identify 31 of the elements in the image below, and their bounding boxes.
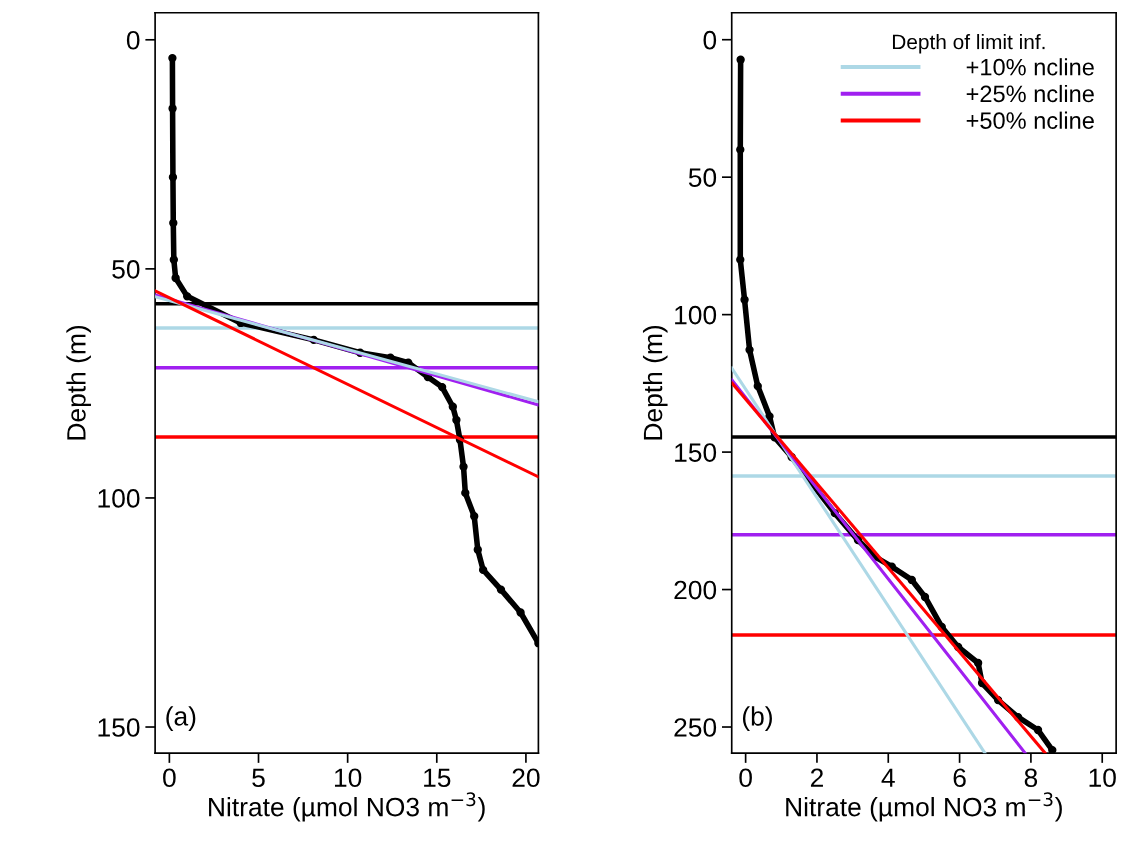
legend-label: +50% ncline [966,111,1094,129]
annotation: (b) [742,706,772,731]
annotation: (a) [166,706,196,731]
x-tick-label: 10 [334,768,362,788]
y-tick-label: 50 [688,168,717,187]
x-axis-title: Nitrate (µmol NO3 m$^{−3}$) [786,792,1062,822]
y-tick-label: 250 [674,718,717,737]
y-tick-label: 200 [674,580,717,600]
x-axis-title: Nitrate (µmol NO3 m$^{−3}$) [209,792,485,822]
x-tick-label: 10 [1089,768,1116,788]
x-tick-label: 0 [163,768,176,788]
x-tick-label: 0 [739,768,752,788]
y-tick-label: 100 [98,489,140,508]
x-tick-label: 8 [1024,768,1038,788]
y-axis-title: Depth (m) [642,325,668,440]
y-tick-label: 50 [112,260,140,279]
y-tick-label: 150 [675,443,717,462]
legend-label: +10% ncline [966,58,1094,76]
y-tick-label: 0 [126,30,140,50]
x-tick-label: 2 [810,768,823,787]
x-tick-label: 6 [953,768,966,788]
y-axis-title: Depth (m) [66,325,91,440]
y-tick-label: 150 [98,718,140,737]
y-tick-label: 100 [675,305,717,325]
y-tick-label: 0 [703,30,717,50]
x-tick-label: 20 [512,768,540,788]
x-tick-label: 5 [252,768,265,788]
legend-title: Depth of limit inf. [892,34,1045,54]
x-tick-label: 4 [881,768,895,787]
legend-label: +25% ncline [966,84,1094,103]
x-tick-label: 15 [424,768,451,788]
